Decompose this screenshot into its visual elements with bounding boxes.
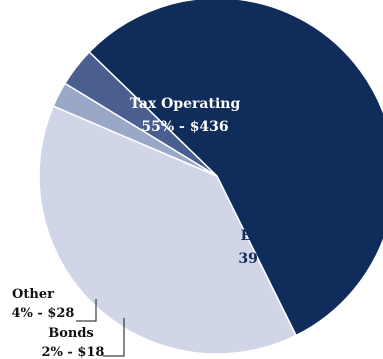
pie-slice-tax-operating [88,0,383,337]
slice-label-other-value: 4% - $28 [12,306,75,321]
pie-slice-enterprise [38,105,298,355]
slice-label-bonds-value: 2% - $18 [42,345,105,359]
leader-line-bonds [103,318,125,357]
slice-label-other-name: Other [12,287,54,302]
slice-label-tax-operating-name: Tax Operating [130,96,241,112]
slice-label-bonds-name: Bonds [48,326,94,341]
leader-line-other [76,299,97,322]
pie-slices [38,0,383,355]
slice-label-enterprise-value: 39% - $305 [238,251,325,267]
slice-label-tax-operating-value: 55% - $436 [141,119,228,135]
slice-label-enterprise-name: Enterprise [241,228,324,244]
pie-labels: Tax Operating 55% - $436 Enterprise 39% - $… [12,96,326,359]
